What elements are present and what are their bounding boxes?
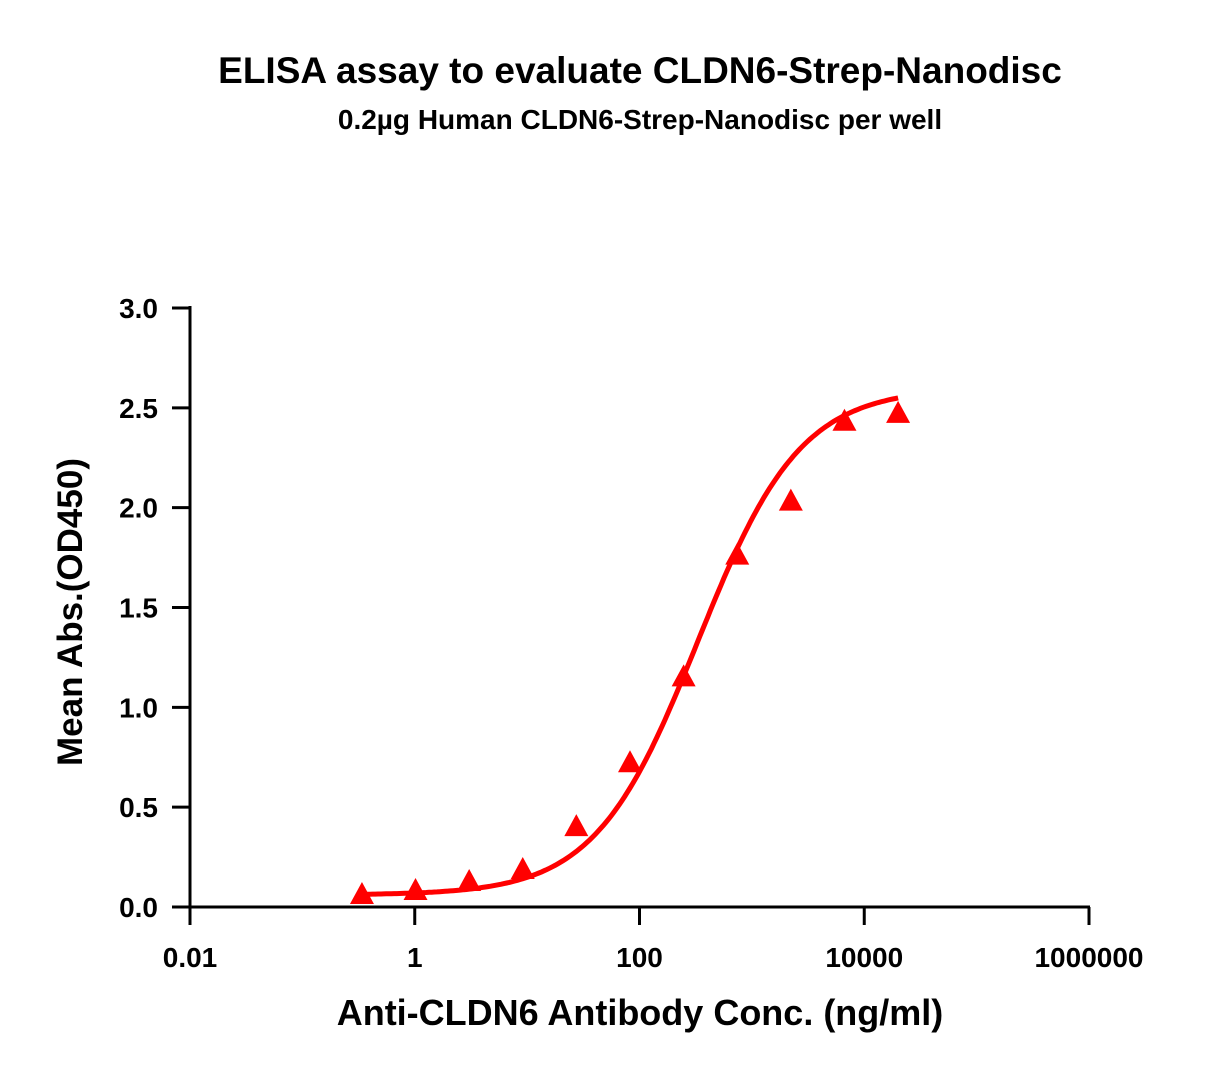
data-point — [564, 814, 589, 837]
data-point — [832, 408, 857, 431]
data-point — [778, 488, 803, 511]
data-point — [510, 857, 535, 880]
y-tick-label: 1.0 — [119, 692, 158, 723]
x-tick-label: 0.01 — [163, 942, 218, 973]
y-tick-label: 2.5 — [119, 393, 158, 424]
y-axis-label: Mean Abs.(OD450) — [51, 458, 90, 766]
data-point — [457, 869, 482, 892]
x-tick-label: 1000000 — [1034, 942, 1143, 973]
x-tick-label: 1 — [407, 942, 423, 973]
data-point — [349, 882, 374, 905]
data-point — [725, 542, 750, 565]
y-tick-label: 0.5 — [119, 792, 158, 823]
data-point — [671, 664, 696, 687]
data-point — [403, 878, 428, 901]
data-point — [617, 750, 642, 773]
y-tick-label: 1.5 — [119, 593, 158, 624]
y-tick-label: 2.0 — [119, 493, 158, 524]
y-tick-label: 0.0 — [119, 892, 158, 923]
x-tick-label: 10000 — [825, 942, 903, 973]
chart-subtitle: 0.2µg Human CLDN6-Strep-Nanodisc per wel… — [338, 104, 942, 135]
x-axis-label: Anti-CLDN6 Antibody Conc. (ng/ml) — [337, 992, 944, 1033]
y-tick-label: 3.0 — [119, 293, 158, 324]
fit-curve — [361, 395, 899, 897]
data-point — [886, 400, 911, 423]
x-tick-label: 100 — [616, 942, 663, 973]
chart-title: ELISA assay to evaluate CLDN6-Strep-Nano… — [218, 50, 1062, 91]
